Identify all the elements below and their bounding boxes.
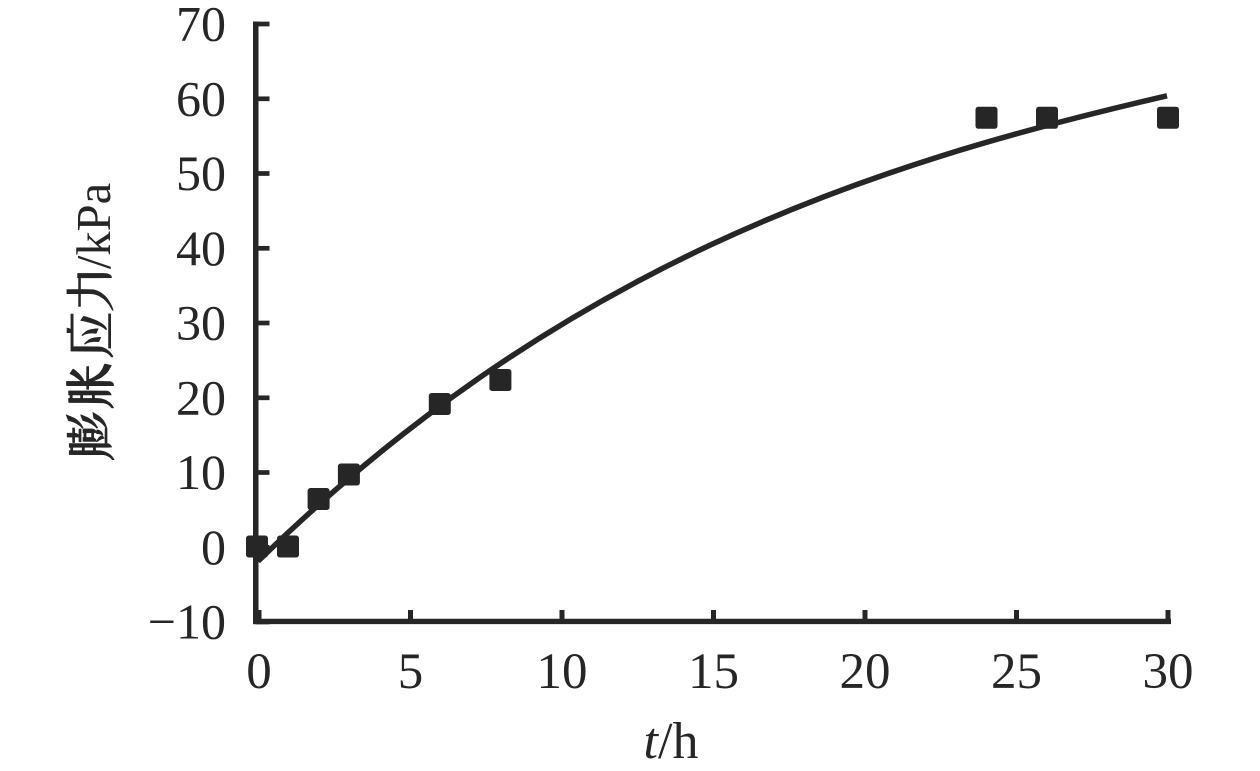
svg-text:20: 20	[840, 644, 891, 700]
svg-text:0: 0	[201, 519, 226, 575]
svg-text:30: 30	[1143, 644, 1194, 700]
svg-text:10: 10	[176, 444, 226, 500]
svg-text:/kPa: /kPa	[68, 183, 121, 269]
svg-text:10: 10	[537, 644, 588, 700]
svg-text:70: 70	[176, 0, 226, 52]
svg-text:25: 25	[991, 644, 1042, 700]
svg-text:50: 50	[176, 145, 226, 201]
svg-text:0: 0	[246, 644, 272, 700]
svg-text:30: 30	[176, 295, 226, 351]
svg-text:20: 20	[176, 369, 226, 425]
svg-text:t/h: t/h	[644, 713, 699, 770]
svg-text:−10: −10	[148, 594, 226, 650]
svg-text:5: 5	[398, 644, 424, 700]
svg-text:40: 40	[176, 220, 226, 276]
svg-text:15: 15	[688, 644, 739, 700]
svg-text:60: 60	[176, 70, 226, 126]
